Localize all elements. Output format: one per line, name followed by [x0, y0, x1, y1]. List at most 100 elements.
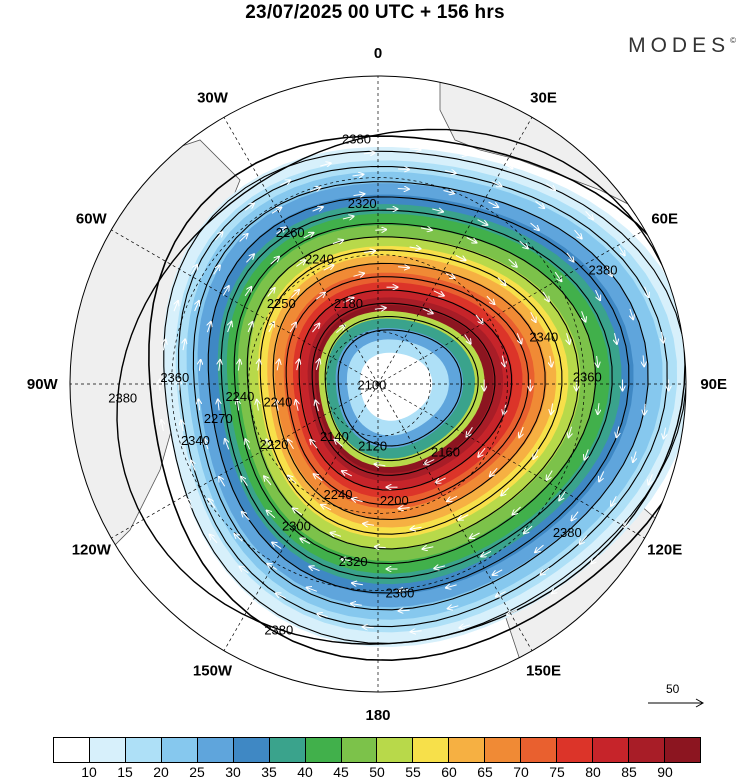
longitude-label: 180: [365, 707, 390, 724]
wind-arrow: [411, 631, 422, 632]
wind-arrow: [595, 289, 601, 300]
wind-arrow: [567, 333, 570, 344]
latitude-circle: [248, 254, 508, 514]
colorbar-tick-label: 20: [153, 764, 169, 780]
wind-arrow: [423, 547, 434, 549]
wind-arrow: [267, 511, 276, 519]
longitude-label: 90E: [700, 376, 727, 393]
contour-label: 2320: [348, 196, 377, 211]
longitude-label: 30E: [530, 89, 557, 106]
map-border: [69, 75, 687, 693]
wind-arrow: [264, 476, 272, 486]
height-contour: [220, 209, 613, 579]
wind-arrow: [198, 399, 199, 411]
wind-arrow: [398, 169, 409, 170]
colorbar-bin: [593, 738, 629, 762]
wind-arrow: [486, 295, 495, 304]
height-contour: [163, 150, 686, 644]
wind-arrow: [491, 180, 502, 186]
vector-scale-label: 50: [666, 682, 680, 696]
wind-arrow: [266, 439, 272, 450]
wind-arrow: [618, 245, 625, 255]
wind-arrow: [633, 451, 636, 463]
wind-arrow: [467, 427, 473, 436]
wind-arrow: [497, 277, 506, 286]
wind-arrow: [375, 547, 386, 548]
contour-label: 2140: [320, 429, 349, 444]
wind-arrow: [310, 440, 318, 449]
colorbar-bin: [269, 738, 306, 762]
wind-arrow: [488, 201, 499, 207]
copyright-mark: ©: [730, 36, 736, 45]
wind-arrow: [234, 534, 243, 542]
wind-arrow: [323, 265, 334, 271]
colorbar-tick-label: 90: [657, 764, 673, 780]
longitude-label: 150E: [526, 663, 561, 680]
wind-arrow: [288, 440, 294, 450]
wind-arrow: [584, 449, 588, 459]
wind-arrow: [277, 360, 279, 371]
wind-arrow: [551, 403, 553, 414]
wind-arrow: [257, 400, 259, 411]
colorbar-bin: [89, 738, 126, 762]
wind-arrow: [352, 499, 363, 502]
wind-arrow: [496, 591, 506, 597]
height-contour: [311, 302, 496, 476]
wind-arrow: [502, 355, 504, 367]
wind-arrow: [541, 567, 550, 575]
wind-arrow: [447, 495, 458, 501]
contour-label: 2180: [334, 296, 363, 311]
wind-arrow: [244, 204, 254, 211]
wind-arrow: [399, 610, 410, 611]
contour-label: 2380: [589, 262, 618, 277]
polar-map: 2380 2380 2380 2380 2380 2360 2360 2360 2340 2340…: [27, 45, 727, 724]
wind-arrow: [181, 420, 183, 432]
wind-arrow: [519, 240, 528, 248]
wind-arrow: [353, 194, 365, 196]
wind-arrow: [475, 314, 483, 324]
contour-label: 2320: [339, 554, 368, 569]
colorbar-bin: [664, 738, 700, 762]
wind-arrow: [293, 508, 303, 516]
height-contour: [298, 289, 513, 491]
wind-arrow: [199, 360, 200, 371]
contour-label: 2240: [305, 251, 334, 266]
wind-arrow: [466, 237, 477, 243]
wind-arrow: [207, 322, 211, 333]
contour-label: 2380: [342, 132, 371, 147]
colorbar-bin: [485, 738, 522, 762]
map-title: 23/07/2025 00 UTC + 156 hrs: [245, 2, 505, 23]
contour-label: 2270: [204, 411, 233, 426]
wind-arrow: [352, 174, 364, 176]
wind-arrow: [194, 301, 199, 312]
wind-arrow: [455, 254, 466, 260]
wind-arrow: [170, 460, 174, 471]
wind-arrow: [530, 311, 536, 322]
wind-arrow: [490, 467, 498, 476]
wind-arrow: [267, 288, 275, 297]
wind-arrow: [645, 286, 649, 297]
brand-logo: MODES©: [628, 34, 736, 58]
wind-arrow: [624, 517, 631, 527]
height-contour: [259, 249, 563, 535]
height-contours: [116, 128, 686, 662]
wind-arrow: [459, 514, 469, 520]
wind-arrow: [615, 333, 617, 344]
wind-arrow: [364, 251, 375, 253]
longitude-label: 150W: [193, 663, 233, 680]
wind-arrow: [470, 532, 480, 538]
colorbar-bin: [197, 738, 234, 762]
height-contour: [285, 276, 529, 506]
longitude-label: 60E: [651, 210, 678, 227]
latitude-circle: [325, 331, 431, 437]
wind-arrow: [163, 340, 165, 351]
wind-arrow: [336, 325, 344, 333]
wind-arrow: [535, 544, 544, 552]
wind-arrow: [242, 512, 250, 521]
height-contour: [192, 181, 649, 611]
colorbar-tick-label: 25: [189, 764, 205, 780]
height-contour: [272, 262, 546, 521]
wind-arrow: [422, 308, 433, 314]
wind-vectors: [160, 149, 669, 632]
wind-arrow: [296, 260, 305, 267]
